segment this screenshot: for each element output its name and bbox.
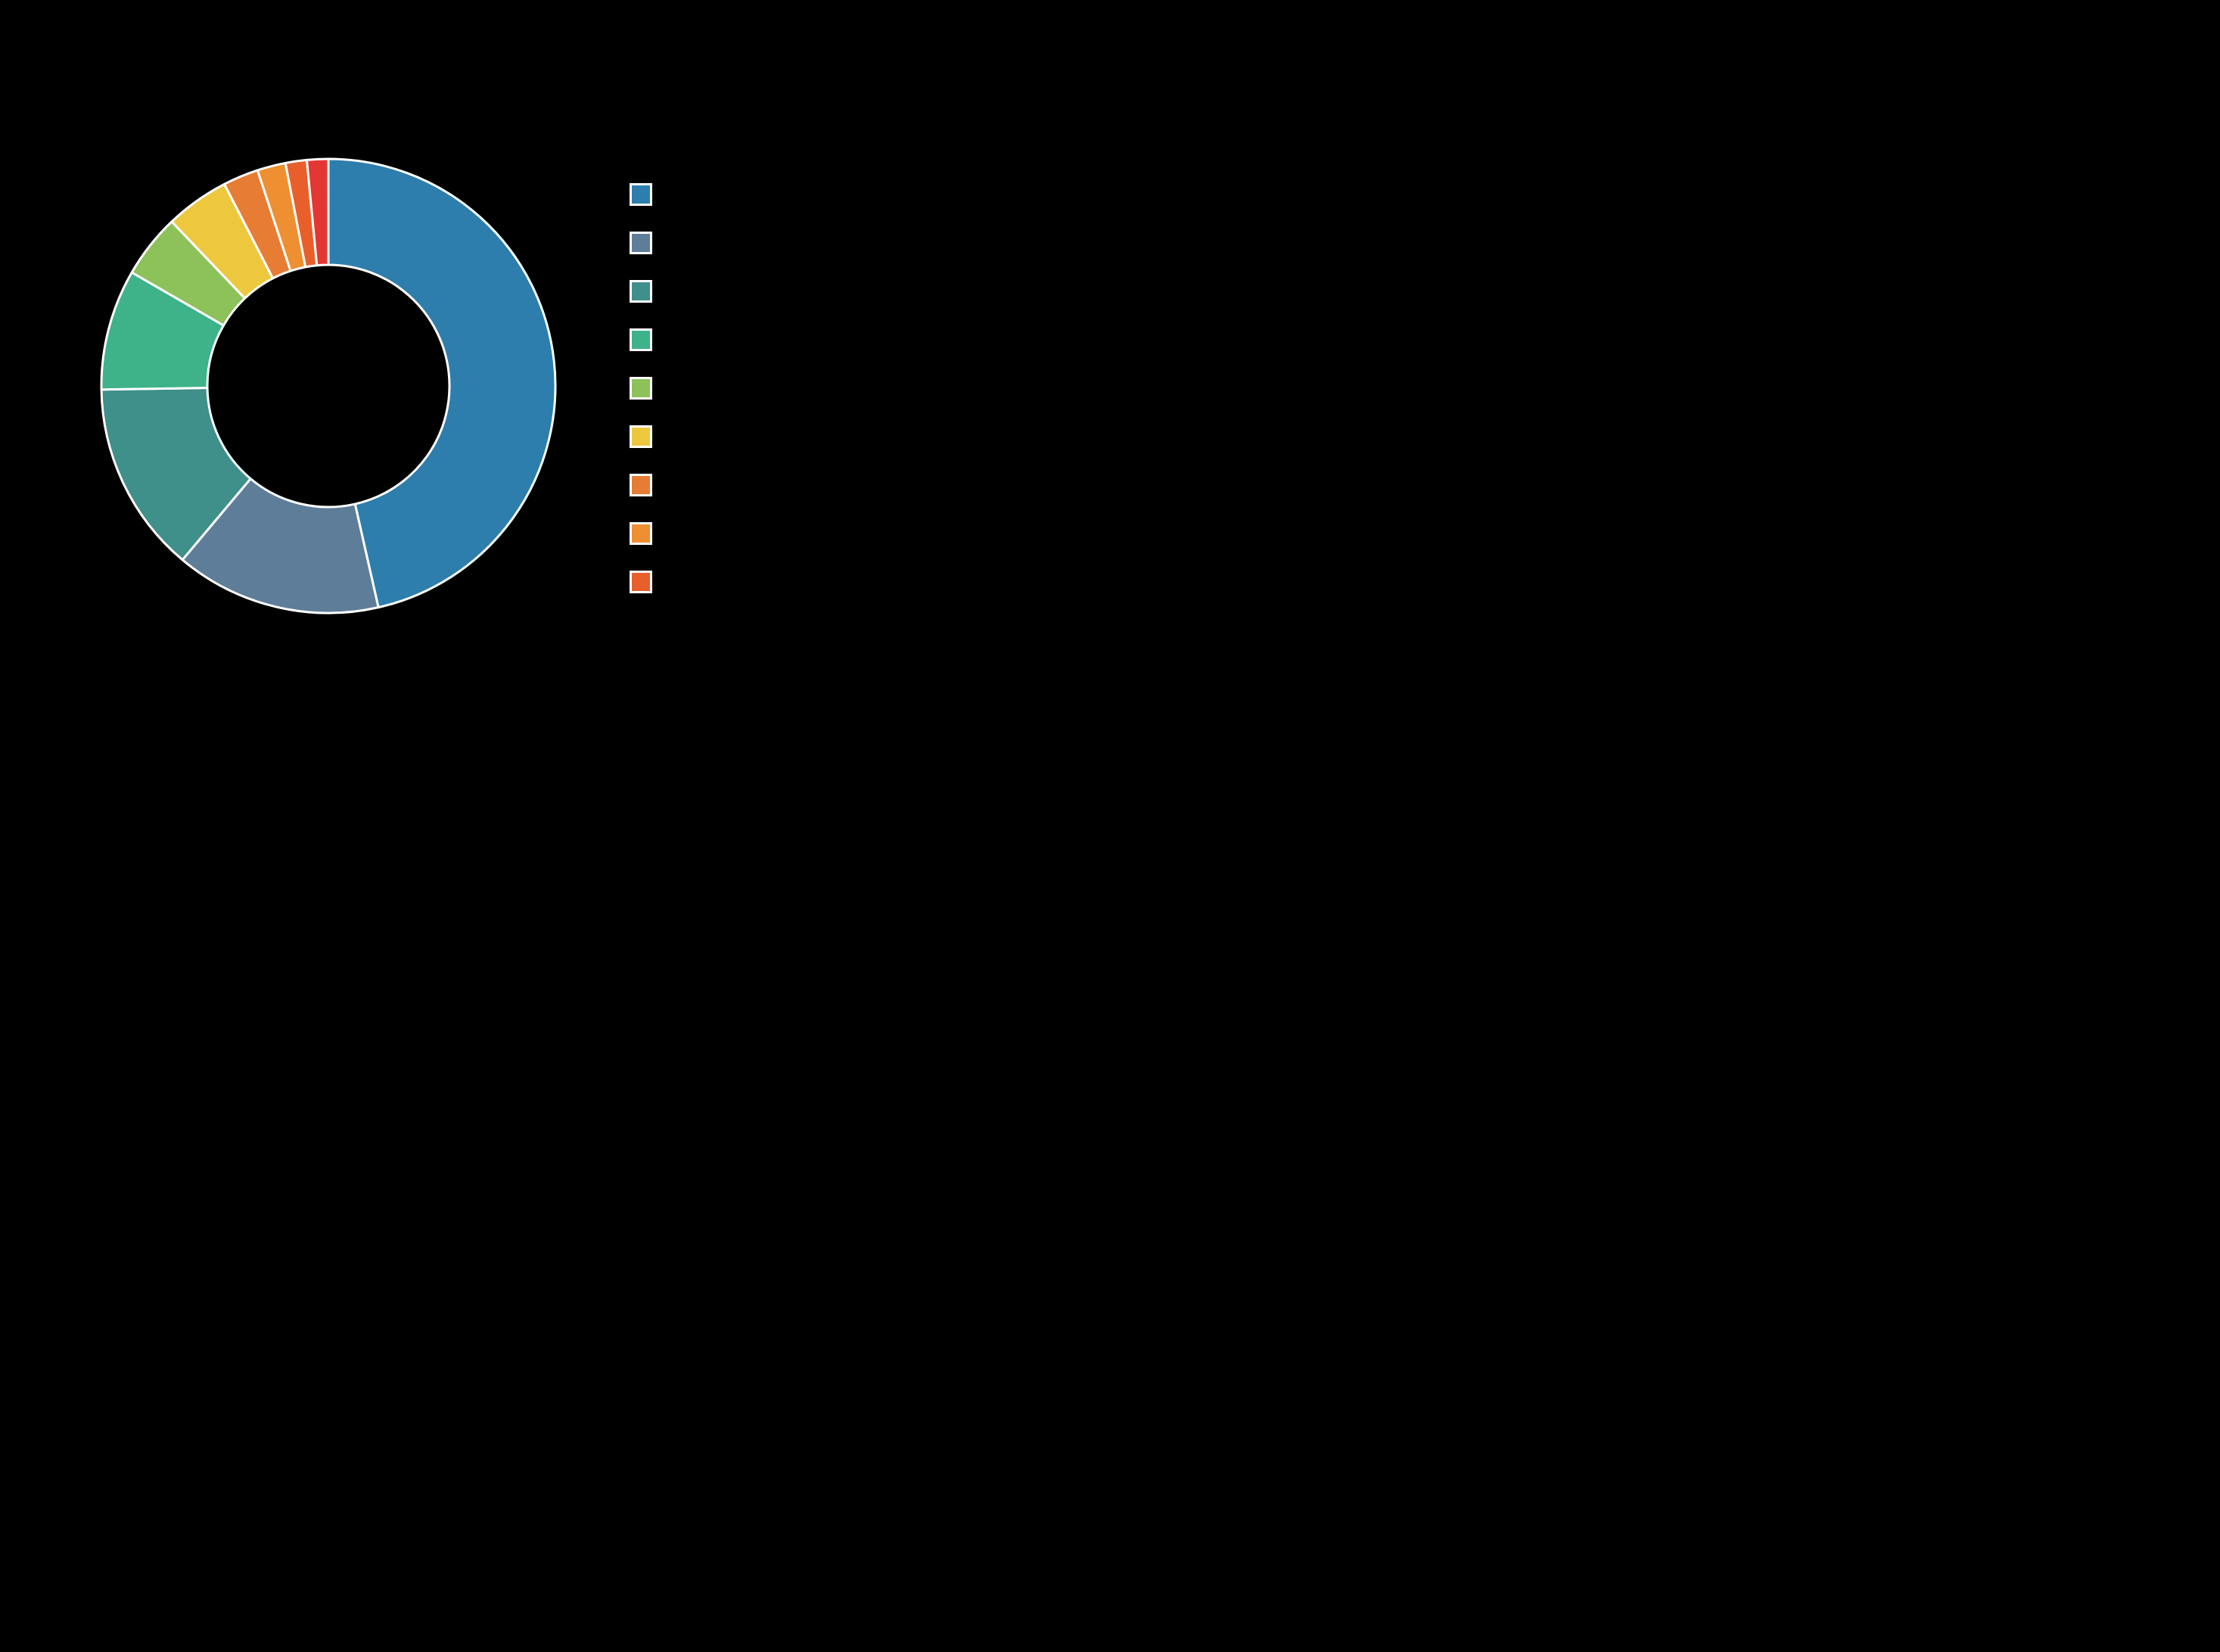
legend-swatch-4 — [630, 377, 652, 400]
legend-swatch-7 — [630, 522, 652, 545]
legend-swatch-6 — [630, 474, 652, 496]
legend-swatch-5 — [630, 425, 652, 448]
legend-swatch-8 — [630, 571, 652, 593]
legend-item-2 — [630, 267, 652, 316]
legend-swatch-0 — [630, 183, 652, 206]
legend — [630, 170, 652, 606]
legend-swatch-1 — [630, 232, 652, 254]
legend-item-3 — [630, 316, 652, 364]
legend-swatch-3 — [630, 328, 652, 351]
legend-item-0 — [630, 170, 652, 219]
donut-chart — [0, 0, 968, 720]
legend-item-5 — [630, 412, 652, 461]
legend-item-1 — [630, 219, 652, 267]
chart-stage — [0, 0, 968, 720]
legend-item-4 — [630, 364, 652, 412]
legend-swatch-2 — [630, 280, 652, 303]
legend-item-6 — [630, 461, 652, 509]
legend-item-7 — [630, 509, 652, 558]
legend-item-8 — [630, 558, 652, 606]
